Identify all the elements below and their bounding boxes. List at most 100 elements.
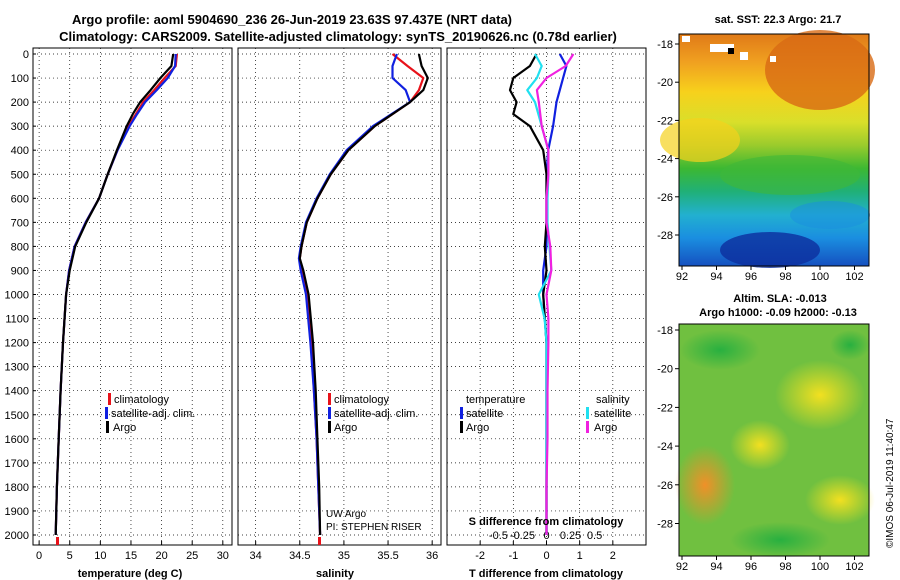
lat-tick-label: -24 [657, 154, 673, 166]
depth-tick-label: 1700 [5, 458, 29, 470]
lat-tick-label: -24 [657, 441, 673, 453]
x-tick-label: 34 [250, 550, 262, 562]
depth-tick-label: 400 [11, 145, 29, 157]
legend-swatch-t-satellite [460, 407, 463, 419]
legend-label-satellite: satellite-adj. clim. [334, 408, 418, 420]
sst-green-patch [720, 155, 860, 195]
depth-tick-label: 1900 [5, 506, 29, 518]
depth-tick-label: 600 [11, 193, 29, 205]
x-tick-label: -2 [475, 550, 485, 562]
temperature-panel-frame [32, 47, 233, 546]
legend-label-t-argo: Argo [466, 422, 489, 434]
s-diff-tick-label: 0.25 [560, 530, 581, 542]
depth-tick-label: 1600 [5, 434, 29, 446]
sst-land-mask [728, 48, 734, 54]
lon-tick-label: 96 [745, 271, 757, 283]
legend-swatch-climatology [328, 393, 331, 405]
depth-tick-label: 1000 [5, 290, 29, 302]
lat-tick-label: -20 [657, 364, 673, 376]
legend-label-climatology: climatology [334, 394, 390, 406]
map-axes: -18 -20 -22 -24 -26 -28 92 94 96 98 100 102 -18 -20 -2… [657, 39, 864, 573]
lon-tick-label: 100 [811, 561, 829, 573]
legend-label-t-satellite: satellite [466, 408, 503, 420]
salinity-panel-frame [237, 47, 442, 546]
lon-tick-label: 92 [676, 271, 688, 283]
sst-cloud-mask [770, 56, 776, 62]
series-line-salinity-argo [535, 53, 575, 535]
temperature-xlabel: temperature (deg C) [78, 568, 183, 580]
sst-cold-patch [720, 232, 820, 268]
lon-tick-label: 100 [811, 271, 829, 283]
legend-label-argo: Argo [334, 422, 357, 434]
temp-bottom-marker [56, 537, 59, 545]
depth-tick-label: 1200 [5, 338, 29, 350]
legend-label-satellite: satellite-adj. clim. [111, 408, 195, 420]
lat-tick-label: -20 [657, 77, 673, 89]
legend-swatch-argo [328, 421, 331, 433]
lat-tick-label: -26 [657, 192, 673, 204]
temperature-x-axis: 0 5 10 15 20 25 30 [36, 541, 229, 562]
legend-label-argo: Argo [113, 422, 136, 434]
x-tick-label: 0 [543, 550, 549, 562]
legend-swatch-s-argo [586, 421, 589, 433]
x-tick-label: 5 [67, 550, 73, 562]
depth-tick-label: 1300 [5, 362, 29, 374]
sst-yellow-patch [660, 118, 740, 162]
sla-high-patch [775, 360, 865, 430]
sst-map [660, 30, 875, 268]
lon-tick-label: 94 [710, 271, 722, 283]
depth-tick-label: 700 [11, 217, 29, 229]
depth-tick-label: 300 [11, 121, 29, 133]
grid-lines [33, 48, 646, 545]
depth-tick-label: 1500 [5, 410, 29, 422]
salinity-x-axis: 34 34.5 35 35.5 36 [250, 541, 438, 562]
depth-axis: 0 100 200 300 400 500 600 700 800 900 1000 1100 1200… [5, 49, 36, 542]
s-diff-tick-label: 0 [543, 530, 549, 542]
s-diff-tick-label: -0.5 [489, 530, 508, 542]
lon-tick-label: 96 [745, 561, 757, 573]
legend-swatch-satellite [328, 407, 331, 419]
sst-warm-patch [765, 30, 875, 110]
lat-tick-label: -26 [657, 480, 673, 492]
sla-map [675, 323, 875, 558]
temperature-legend: climatology satellite-adj. clim. Argo [105, 393, 195, 434]
sla-low-patch [830, 330, 870, 360]
legend-label-s-argo: Argo [594, 422, 617, 434]
sst-blue-patch [790, 201, 870, 229]
x-tick-label: 30 [217, 550, 229, 562]
lon-tick-label: 98 [779, 561, 791, 573]
depth-tick-label: 2000 [5, 530, 29, 542]
sla-low-patch [680, 330, 760, 370]
difference-legend: temperature salinity satellite Argo sate… [460, 394, 631, 434]
sla-map-frame [678, 323, 870, 557]
lat-tick-label: -22 [657, 402, 673, 414]
sst-map-frame [678, 33, 870, 267]
sla-high-patch [805, 475, 875, 525]
lon-tick-label: 94 [710, 561, 722, 573]
sla-high-patch [730, 420, 790, 470]
difference-x-axis: -2 -1 0 1 2 [475, 541, 616, 562]
lon-tick-label: 102 [845, 561, 863, 573]
salinity-xlabel: salinity [316, 568, 355, 580]
lat-tick-label: -22 [657, 115, 673, 127]
legend-swatch-t-argo [460, 421, 463, 433]
salinity-legend: climatology satellite-adj. clim. Argo [328, 393, 418, 434]
depth-tick-label: 100 [11, 73, 29, 85]
x-tick-label: 35 [338, 550, 350, 562]
depth-tick-label: 900 [11, 265, 29, 277]
x-tick-label: 20 [155, 550, 167, 562]
legend-swatch-s-satellite [586, 407, 589, 419]
sst-cloud-mask [710, 44, 734, 52]
profile-series [54, 53, 575, 536]
depth-tick-label: 1100 [5, 314, 29, 326]
float-owner: UW Argo [326, 509, 366, 520]
depth-tick-label: 800 [11, 241, 29, 253]
sst-cloud-mask [682, 36, 690, 42]
depth-tick-label: 0 [23, 49, 29, 61]
legend-label-s-satellite: satellite [594, 408, 631, 420]
figure-title-line1: Argo profile: aoml 5904690_236 26-Jun-20… [72, 12, 512, 27]
x-tick-label: 15 [125, 550, 137, 562]
x-tick-label: 34.5 [289, 550, 310, 562]
lat-tick-label: -28 [657, 519, 673, 531]
lat-tick-label: -28 [657, 230, 673, 242]
